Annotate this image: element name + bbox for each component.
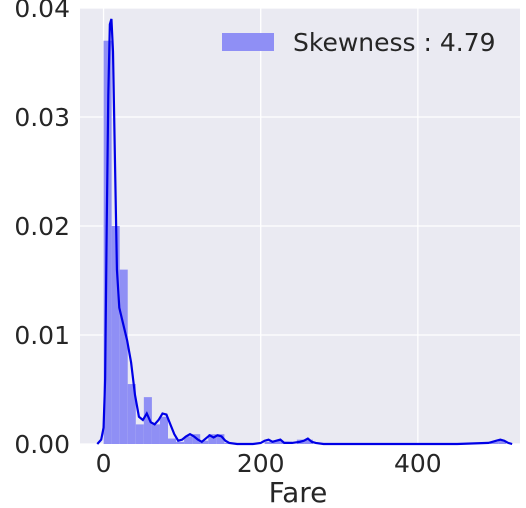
histogram-bar [111,226,120,444]
histogram-bar [184,436,193,444]
histogram-bar [498,440,507,444]
histogram-bar [135,424,144,444]
x-tick-label: 200 [237,449,285,478]
kde-line [96,18,513,446]
histogram-bar [216,434,225,444]
y-tick-labels: 0.00 0.01 0.02 0.03 0.04 [14,0,70,459]
histogram-bar [127,384,136,444]
y-tick-label: 0.04 [14,0,70,23]
histogram-bar [272,440,281,444]
histogram-bar [119,269,128,444]
legend-swatch [222,33,274,51]
histogram-bar [208,434,217,444]
x-tick-labels: 0 200 400 [96,449,442,478]
x-tick-label: 0 [96,449,112,478]
histogram-bar [168,438,177,444]
y-tick-label: 0.01 [14,321,70,350]
histogram-bar [176,441,185,444]
y-tick-label: 0.00 [14,430,70,459]
x-tick-label: 400 [394,449,442,478]
y-tick-label: 0.02 [14,212,70,241]
y-tick-label: 0.03 [14,103,70,132]
x-axis-label: Fare [269,476,328,508]
histogram-bar [151,424,160,444]
histogram-bar [264,441,273,444]
legend: Skewness : 4.79 [222,28,496,57]
histogram-bar [143,397,152,444]
histogram-bar [200,440,209,444]
histogram-bar [490,441,499,444]
legend-entry-label: Skewness : 4.79 [293,28,496,57]
histogram-bar [304,439,313,444]
histogram-bar [159,416,168,444]
